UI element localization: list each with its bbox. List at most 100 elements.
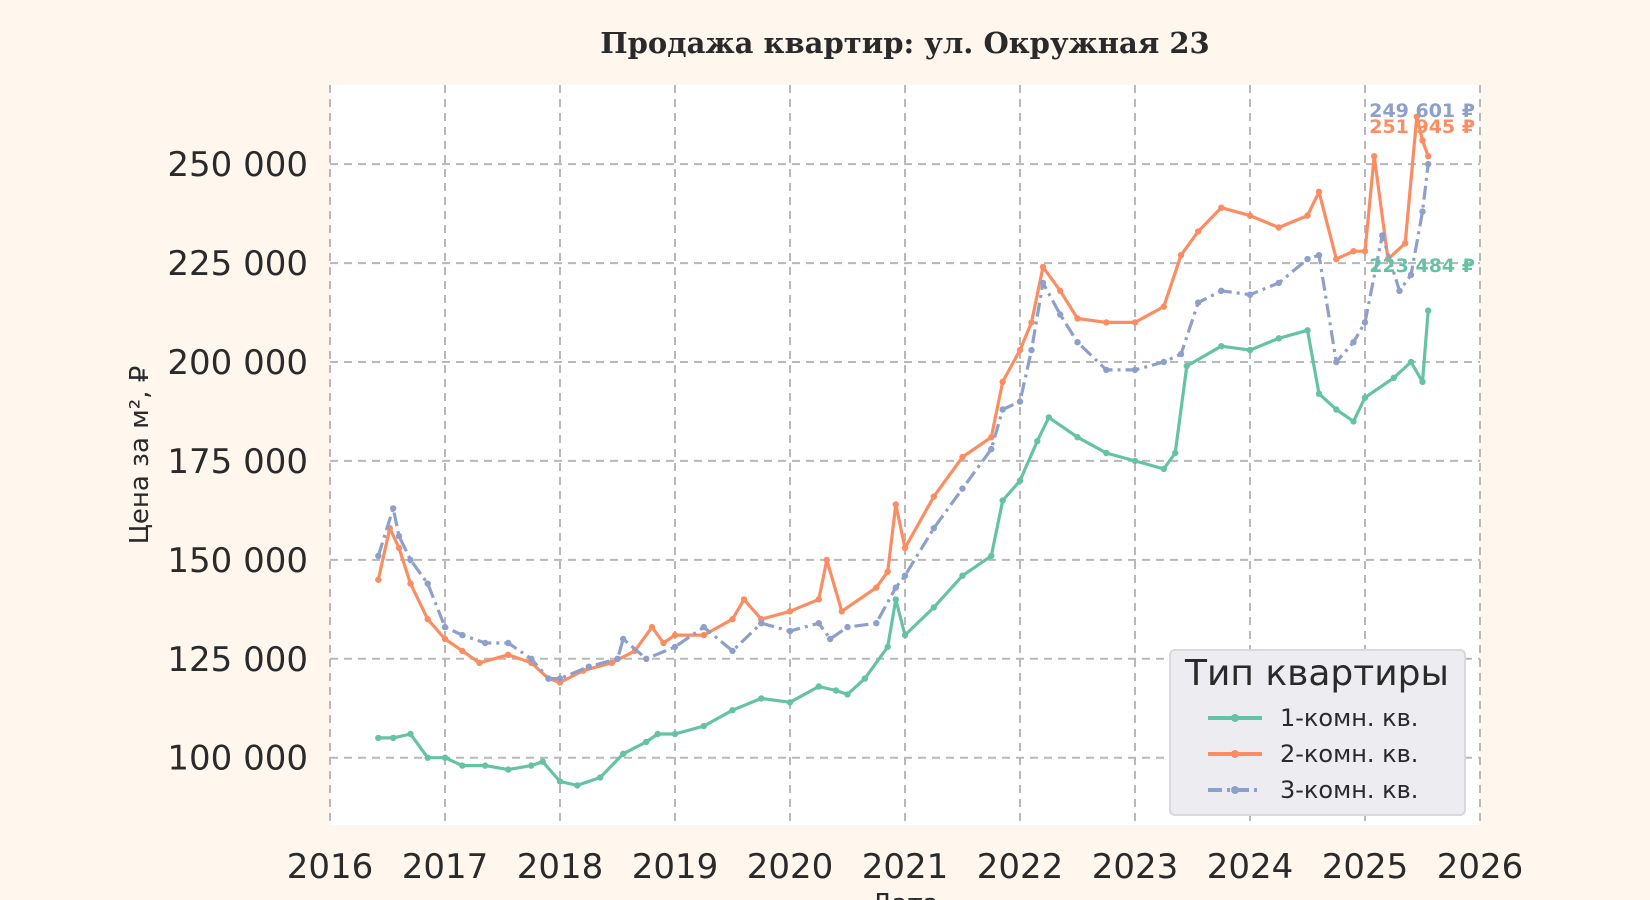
data-point (1016, 477, 1024, 484)
data-point (620, 750, 627, 757)
data-point (815, 683, 822, 690)
data-point (901, 631, 909, 639)
end-labels: 223 484 ₽ 251 945 ₽249 601 ₽ (1369, 100, 1475, 277)
data-point (620, 635, 627, 643)
data-point (729, 647, 736, 655)
legend-label: 3-комн. кв. (1280, 776, 1418, 804)
data-point (648, 623, 656, 631)
x-axis-label: Дата (871, 889, 938, 900)
data-point (1034, 437, 1041, 445)
data-point (1131, 366, 1139, 374)
series-lines (375, 113, 1432, 789)
data-point (1407, 271, 1415, 279)
data-point (482, 639, 489, 647)
legend-item: 1-комн. кв. (1208, 704, 1418, 732)
legend-title: Тип квартиры (1184, 653, 1449, 694)
legend-box (1169, 649, 1466, 816)
end-value-label: 223 484 ₽ (1369, 255, 1475, 277)
data-point (574, 782, 581, 789)
data-point (1402, 240, 1409, 247)
data-point (901, 544, 909, 552)
data-point (892, 596, 899, 603)
data-point (873, 584, 880, 591)
data-point (1371, 153, 1378, 160)
data-point (556, 778, 564, 785)
legend-item: 2-комн. кв. (1208, 740, 1418, 768)
data-point (390, 734, 397, 742)
data-point (1131, 319, 1139, 326)
data-point (1074, 315, 1081, 322)
data-point (375, 576, 382, 583)
data-point (1350, 248, 1357, 255)
data-point (505, 651, 512, 658)
data-point (505, 766, 512, 773)
legend-item: 3-комн. кв. (1208, 776, 1418, 804)
data-point (476, 659, 483, 666)
data-point (999, 378, 1006, 385)
data-point (1195, 299, 1202, 306)
data-point (1160, 465, 1168, 473)
data-point (1218, 343, 1225, 350)
data-point (671, 643, 679, 651)
data-point (1407, 358, 1415, 366)
data-point (1246, 212, 1254, 219)
data-point (1045, 414, 1053, 421)
data-point (999, 406, 1006, 413)
data-point (930, 493, 937, 500)
x-tick-label: 2019 (632, 847, 719, 887)
data-point (959, 485, 966, 492)
data-point (1315, 188, 1323, 195)
data-point (1103, 366, 1110, 374)
data-point (1028, 346, 1035, 354)
data-point (838, 608, 845, 615)
data-point (1390, 374, 1398, 381)
data-point (608, 659, 615, 666)
y-axis-label: Цена за м², ₽ (125, 366, 155, 545)
data-point (1028, 319, 1035, 326)
x-tick-label: 2026 (1437, 847, 1524, 887)
data-point (1304, 255, 1311, 263)
y-tick-label: 225 000 (167, 244, 308, 284)
end-value-label: 251 945 ₽ (1369, 116, 1475, 138)
legend-label: 1-комн. кв. (1280, 704, 1418, 732)
data-point (700, 623, 707, 631)
y-tick-label: 100 000 (167, 739, 308, 779)
data-point (844, 623, 851, 631)
legend-marker (1231, 750, 1239, 758)
data-point (1425, 307, 1432, 314)
data-point (892, 501, 899, 508)
data-point (1218, 204, 1225, 211)
data-point (1074, 434, 1081, 441)
chart-title: Продажа квартир: ул. Окружная 23 (600, 26, 1209, 60)
data-point (827, 635, 834, 643)
data-point (1304, 212, 1311, 219)
data-point (441, 635, 449, 643)
data-point (758, 620, 765, 627)
data-point (597, 774, 604, 781)
data-point (424, 754, 431, 761)
data-point (1160, 303, 1168, 310)
data-point (539, 758, 546, 765)
x-tick-label: 2025 (1322, 847, 1409, 887)
data-point (930, 604, 937, 611)
data-point (729, 707, 736, 714)
data-point (700, 631, 707, 639)
data-point (1425, 160, 1432, 168)
data-point (1275, 279, 1283, 287)
data-point (1304, 327, 1311, 334)
data-point (1275, 335, 1283, 342)
data-point (1016, 398, 1024, 405)
x-tick-label: 2016 (287, 847, 374, 887)
data-point (1218, 287, 1225, 294)
data-point (700, 722, 707, 730)
y-tick-label: 125 000 (167, 640, 308, 680)
x-tick-label: 2018 (517, 847, 604, 887)
data-point (528, 655, 535, 662)
data-point (1333, 406, 1340, 413)
data-point (459, 631, 466, 639)
legend-label: 2-комн. кв. (1280, 740, 1418, 768)
data-point (395, 532, 403, 540)
data-point (1350, 339, 1357, 346)
y-tick-label: 150 000 (167, 541, 308, 581)
